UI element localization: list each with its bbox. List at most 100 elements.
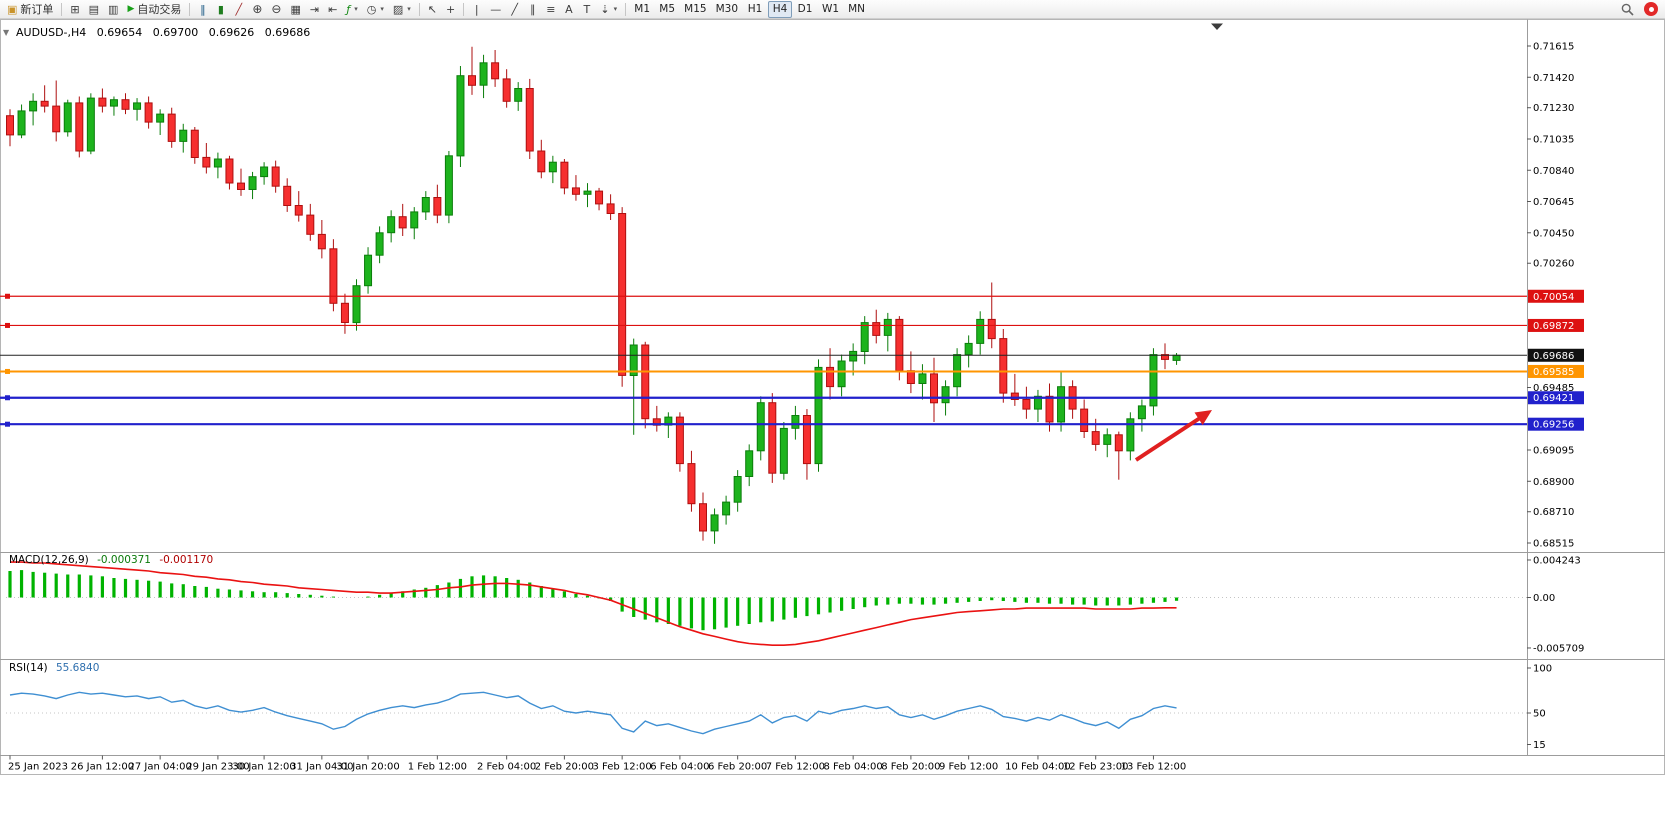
line-chart-icon: ╱ <box>235 2 243 16</box>
timeframe-d1-button[interactable]: D1 <box>793 1 817 18</box>
symbol-timeframe-label: AUDUSD-,H4 <box>16 26 87 39</box>
notification-badge[interactable] <box>1644 2 1658 16</box>
chart-shift-marker-icon[interactable] <box>1211 23 1223 31</box>
trend-arrow-head[interactable] <box>1194 410 1213 426</box>
price-axis-label: 0.70840 <box>1533 166 1574 177</box>
search-button[interactable] <box>1617 1 1638 18</box>
zoom-in-button[interactable]: ⊕ <box>248 1 266 18</box>
file-button-group: ⊞ ▤ ▥ <box>66 1 122 18</box>
fibonacci-button[interactable]: ≡ <box>542 1 559 18</box>
candlestick-chart-button[interactable]: ▮ <box>212 1 229 18</box>
timeframe-h4-button[interactable]: H4 <box>768 0 792 18</box>
trendline-icon: ╱ <box>511 2 519 16</box>
text-icon: A <box>565 2 573 16</box>
price-badge-label: 0.69585 <box>1533 367 1574 378</box>
pivot-line-handle[interactable] <box>5 368 10 374</box>
cursor-button[interactable]: ↖ <box>424 1 441 18</box>
notification-dot-icon <box>1648 6 1654 12</box>
arrows-button[interactable]: ⇣ ▾ <box>596 1 621 18</box>
auto-scroll-button[interactable]: ⇥ <box>306 1 323 18</box>
trend-arrow[interactable] <box>1134 416 1202 462</box>
text-label-button[interactable]: T <box>578 1 595 18</box>
toolbar-separator <box>189 2 191 16</box>
time-axis-label: 8 Feb 20:00 <box>881 762 940 773</box>
timeframe-m30-button[interactable]: M30 <box>712 1 742 18</box>
new-order-button[interactable]: ▣ 新订单 <box>3 1 57 18</box>
templates-button[interactable]: ▨ ▾ <box>389 1 415 18</box>
time-axis-label: 13 Feb 12:00 <box>1121 762 1187 773</box>
price-axis-label: 0.68710 <box>1533 507 1574 518</box>
time-axis-label: 7 Feb 12:00 <box>766 762 825 773</box>
resistance-line-1-handle[interactable] <box>5 293 10 299</box>
indicators-button[interactable]: ƒ ▾ <box>342 1 361 18</box>
rsi-label: RSI(14) 55.6840 <box>9 662 99 674</box>
tile-windows-button[interactable]: ▦ <box>286 1 304 18</box>
price-badge-label: 0.69872 <box>1533 321 1574 332</box>
rsi-name: RSI(14) <box>9 662 48 674</box>
rsi-axis-label: 100 <box>1533 664 1552 675</box>
open-value: 0.69654 <box>96 26 143 39</box>
data-window-icon: ▥ <box>108 2 119 16</box>
toolbar-separator <box>463 2 465 16</box>
line-chart-button[interactable]: ╱ <box>230 1 247 18</box>
price-badge <box>1528 289 1584 303</box>
auto-trading-button[interactable]: ▶ 自动交易 <box>123 1 185 18</box>
arrows-icon: ⇣ <box>600 2 610 16</box>
price-axis-label: 0.71230 <box>1533 103 1574 114</box>
macd-axis-label: -0.005709 <box>1533 643 1584 654</box>
time-axis-label: 8 Feb 04:00 <box>824 762 883 773</box>
macd-axis-label: 0.00 <box>1533 593 1555 604</box>
rsi-axis-label: 50 <box>1533 709 1546 720</box>
data-window-button[interactable]: ▥ <box>104 1 122 18</box>
caret-down-icon: ▾ <box>613 4 618 13</box>
candlestick-series <box>6 46 1181 544</box>
rsi-line <box>9 691 1177 735</box>
new-order-label: 新订单 <box>20 2 54 16</box>
timeframe-h1-button[interactable]: H1 <box>743 1 767 18</box>
trendline-button[interactable]: ╱ <box>506 1 523 18</box>
price-axis-label: 0.70645 <box>1533 197 1574 208</box>
rsi-axis-label: 15 <box>1533 740 1546 751</box>
text-label-icon: T <box>583 2 591 16</box>
periods-button[interactable]: ◷ ▾ <box>363 1 388 18</box>
macd-label: MACD(12,26,9) -0.000371 -0.001170 <box>9 554 213 566</box>
vertical-line-icon: | <box>474 2 479 16</box>
main-toolbar: ▣ 新订单 ⊞ ▤ ▥ ▶ 自动交易 ‖ ▮ ╱ ⊕ ⊖ ▦ ⇥ ⇤ ƒ ▾ ◷ ▾ ▨ ▾ ↖ + | — ╱ ∥ ≡… <box>0 0 1665 19</box>
resistance-line-2-handle[interactable] <box>5 322 10 328</box>
vertical-line-button[interactable]: | <box>468 1 485 18</box>
crosshair-icon: + <box>445 2 456 16</box>
crosshair-button[interactable]: + <box>442 1 459 18</box>
horizontal-line-button[interactable]: — <box>486 1 505 18</box>
new-chart-icon: ⊞ <box>70 2 80 16</box>
time-axis-label: 2 Feb 04:00 <box>477 762 536 773</box>
time-axis-label: 10 Feb 04:00 <box>1005 762 1071 773</box>
profiles-button[interactable]: ▤ <box>85 1 103 18</box>
zoom-out-icon: ⊖ <box>271 2 282 16</box>
timeframe-mn-button[interactable]: MN <box>844 1 869 18</box>
one-click-trading-toggle[interactable]: ▼ <box>3 28 10 37</box>
support-line-1-handle[interactable] <box>5 395 10 401</box>
text-button[interactable]: A <box>560 1 577 18</box>
timeframe-w1-button[interactable]: W1 <box>818 1 843 18</box>
equidistant-channel-button[interactable]: ∥ <box>524 1 541 18</box>
candlestick-chart-icon: ▮ <box>217 2 224 16</box>
price-badge <box>1528 318 1584 332</box>
auto-trading-icon: ▶ <box>127 3 135 14</box>
price-axis-label: 0.68900 <box>1533 477 1574 488</box>
new-chart-button[interactable]: ⊞ <box>66 1 83 18</box>
price-axis-label: 0.71035 <box>1533 134 1574 145</box>
bar-chart-button[interactable]: ‖ <box>194 1 211 18</box>
chart-title: AUDUSD-,H4 0.69654 0.69700 0.69626 0.696… <box>16 26 310 39</box>
zoom-out-button[interactable]: ⊖ <box>267 1 285 18</box>
time-axis-label: 29 Jan 23:00 <box>186 762 249 773</box>
support-line-2-handle[interactable] <box>5 421 10 427</box>
timeframe-m5-button[interactable]: M5 <box>655 1 679 18</box>
tile-windows-icon: ▦ <box>290 2 301 16</box>
periods-icon: ◷ <box>366 2 377 16</box>
time-axis-label: 31 Jan 20:00 <box>336 762 399 773</box>
timeframe-m1-button[interactable]: M1 <box>630 1 654 18</box>
chart-window: 0.71615 0.71420 0.71230 0.71035 0.70840 0.706… <box>0 19 1665 831</box>
chart-shift-button[interactable]: ⇤ <box>324 1 341 18</box>
chart-canvas: 0.71615 0.71420 0.71230 0.71035 0.70840 0.706… <box>0 19 1665 775</box>
timeframe-m15-button[interactable]: M15 <box>680 1 710 18</box>
